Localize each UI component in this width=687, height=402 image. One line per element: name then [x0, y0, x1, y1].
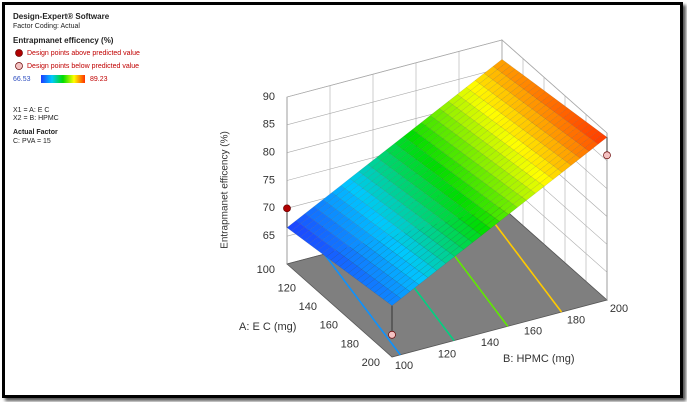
- contour: [484, 210, 563, 313]
- surface-cell: [387, 295, 402, 306]
- design-point: [603, 151, 611, 160]
- x1-tick-label: 120: [278, 283, 296, 295]
- chart: Design-Expert® Software Factor Coding: A…: [13, 12, 628, 372]
- surface-cell: [539, 175, 554, 187]
- surface-cell: [575, 147, 590, 159]
- surface-cell: [557, 161, 572, 173]
- z-axis-title: Entrapmanet efficency (%): [220, 131, 231, 249]
- x1-tick-label: 140: [299, 301, 317, 313]
- surface-cell: [521, 189, 536, 201]
- actual-factor: C: PVA = 15: [13, 138, 51, 145]
- response: Entrapmanet efficency (%): [13, 36, 114, 45]
- factor-2: X2 = B: HPMC: [13, 115, 59, 122]
- z-tick-label: 75: [263, 174, 275, 186]
- z-tick-label: 80: [263, 147, 275, 159]
- surface-cell: [584, 140, 599, 152]
- x1-tick-label: 200: [362, 357, 380, 369]
- x1-tick-label: 160: [320, 320, 338, 332]
- legend-marker: [15, 49, 23, 57]
- x2-tick-label: 180: [567, 314, 585, 326]
- frame: Design-Expert® Software Factor Coding: A…: [2, 2, 683, 398]
- color-bar: [41, 75, 85, 83]
- x2-tick-label: 100: [395, 360, 413, 372]
- contour: [323, 253, 401, 356]
- surface-cell: [566, 154, 581, 166]
- z-tick-label: 70: [263, 202, 275, 214]
- design-point: [388, 330, 396, 339]
- z-tick-label: 65: [263, 230, 275, 242]
- actual-factor-title: Actual Factor: [13, 129, 58, 136]
- x2-tick-label: 160: [524, 326, 542, 338]
- legend-label: Design points below predicted value: [27, 63, 139, 70]
- x1-tick-label: 100: [257, 264, 275, 276]
- surface-cell: [548, 168, 563, 180]
- legend-label: Design points above predicted value: [27, 50, 140, 57]
- software: Design-Expert® Software: [13, 12, 110, 21]
- surface: [286, 59, 608, 306]
- x2-tick-label: 200: [610, 303, 628, 315]
- legend-marker: [15, 62, 23, 70]
- color-max: 89.23: [90, 76, 108, 83]
- coding: Factor Coding: Actual: [13, 23, 80, 30]
- color-min: 66.53: [13, 76, 31, 83]
- z-tick-label: 90: [263, 91, 275, 103]
- factor-1: X1 = A: E C: [13, 107, 49, 114]
- z-tick-label: 85: [263, 119, 275, 131]
- design-point: [283, 204, 291, 213]
- x2-tick-label: 140: [481, 337, 499, 349]
- x2-axis-title: B: HPMC (mg): [503, 353, 575, 365]
- x1-axis-title: A: E C (mg): [239, 321, 296, 333]
- x2-tick-label: 120: [438, 349, 456, 361]
- grid-line: [286, 39, 608, 134]
- surface-cell: [530, 182, 545, 194]
- x1-tick-label: 180: [341, 338, 359, 350]
